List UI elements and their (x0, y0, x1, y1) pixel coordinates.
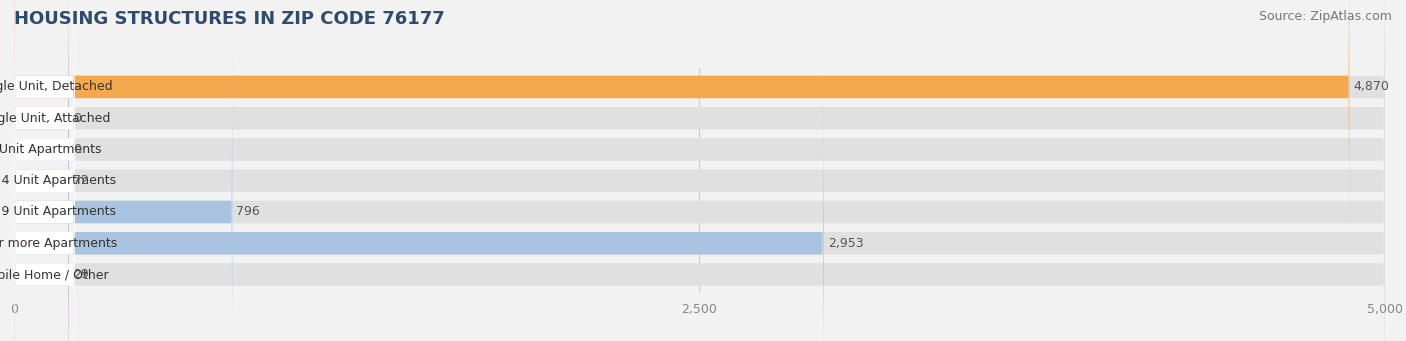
FancyBboxPatch shape (14, 36, 1385, 341)
Text: 0: 0 (73, 112, 82, 125)
Text: Source: ZipAtlas.com: Source: ZipAtlas.com (1258, 10, 1392, 23)
FancyBboxPatch shape (14, 0, 1385, 263)
Text: Mobile Home / Other: Mobile Home / Other (0, 268, 110, 281)
FancyBboxPatch shape (14, 36, 232, 341)
Text: 0: 0 (73, 143, 82, 156)
FancyBboxPatch shape (14, 98, 75, 341)
FancyBboxPatch shape (14, 0, 1350, 263)
Text: 2 Unit Apartments: 2 Unit Apartments (0, 143, 101, 156)
Text: 29: 29 (73, 268, 89, 281)
FancyBboxPatch shape (14, 0, 69, 295)
Text: 72: 72 (73, 174, 89, 187)
Text: 2,953: 2,953 (828, 237, 863, 250)
Text: 5 to 9 Unit Apartments: 5 to 9 Unit Apartments (0, 206, 115, 219)
FancyBboxPatch shape (14, 4, 1385, 341)
Text: 10 or more Apartments: 10 or more Apartments (0, 237, 117, 250)
FancyBboxPatch shape (14, 0, 1385, 326)
FancyBboxPatch shape (14, 0, 75, 295)
FancyBboxPatch shape (14, 98, 69, 341)
FancyBboxPatch shape (14, 67, 1385, 341)
FancyBboxPatch shape (14, 0, 75, 263)
FancyBboxPatch shape (14, 0, 75, 326)
FancyBboxPatch shape (14, 0, 1385, 295)
FancyBboxPatch shape (14, 67, 824, 341)
FancyBboxPatch shape (14, 36, 75, 341)
FancyBboxPatch shape (14, 4, 75, 341)
Text: 796: 796 (236, 206, 260, 219)
Text: 3 or 4 Unit Apartments: 3 or 4 Unit Apartments (0, 174, 115, 187)
FancyBboxPatch shape (14, 0, 69, 326)
Text: 4,870: 4,870 (1354, 80, 1389, 93)
FancyBboxPatch shape (14, 67, 75, 341)
FancyBboxPatch shape (14, 4, 69, 341)
Text: Single Unit, Detached: Single Unit, Detached (0, 80, 112, 93)
Text: HOUSING STRUCTURES IN ZIP CODE 76177: HOUSING STRUCTURES IN ZIP CODE 76177 (14, 10, 444, 28)
FancyBboxPatch shape (14, 98, 1385, 341)
Text: Single Unit, Attached: Single Unit, Attached (0, 112, 111, 125)
